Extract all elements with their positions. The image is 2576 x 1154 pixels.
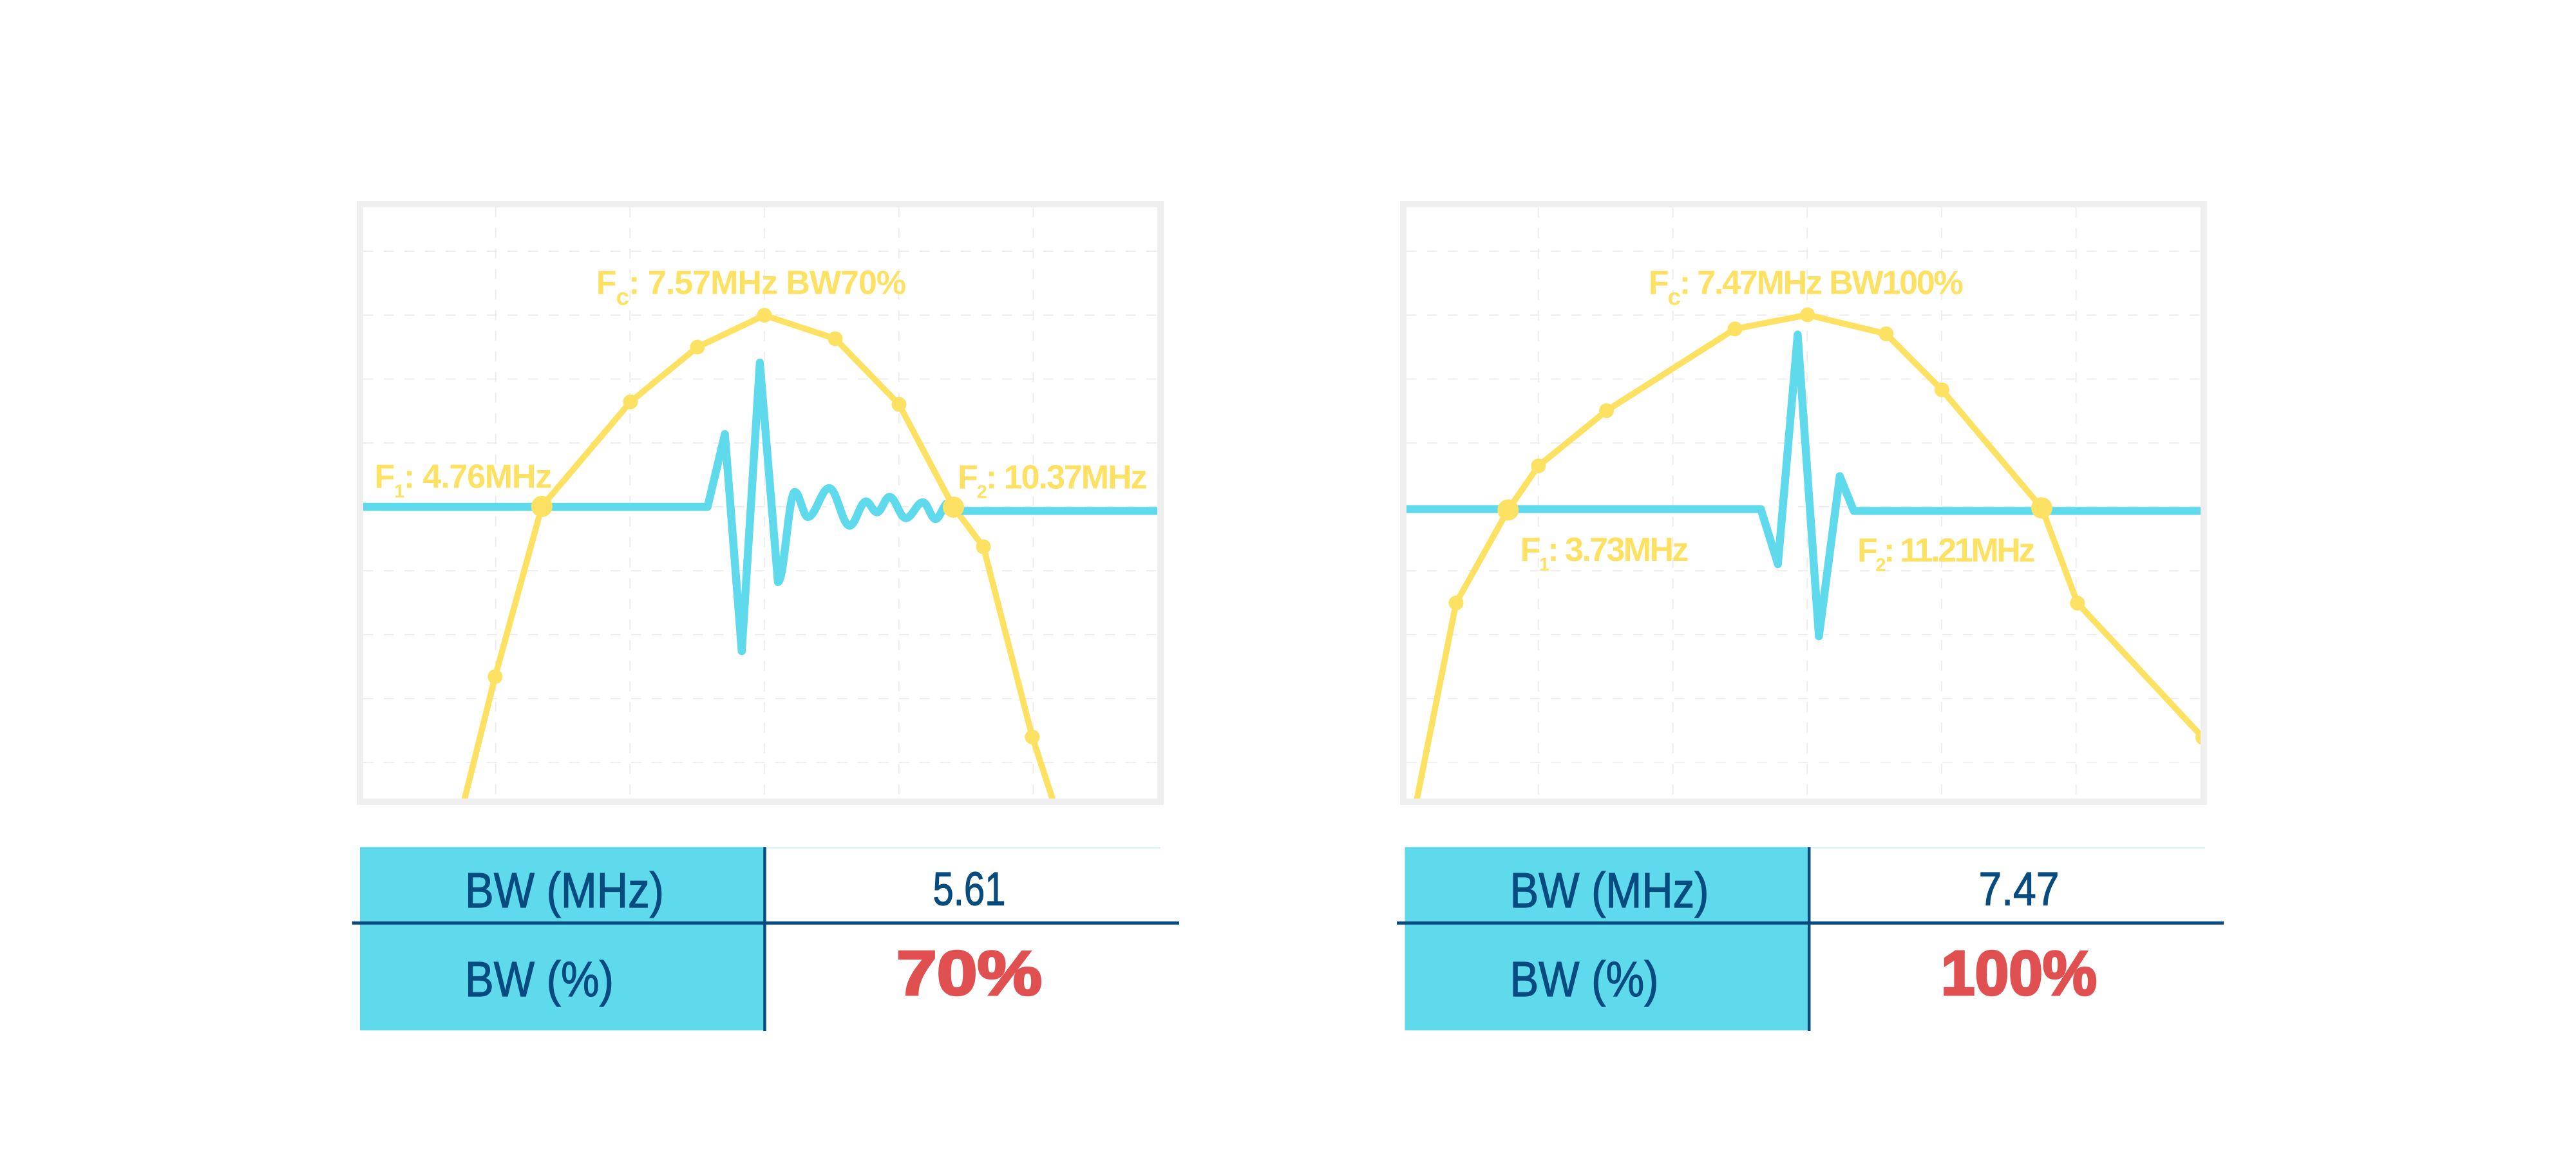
svg-text:70%: 70%: [896, 938, 1042, 1008]
svg-text:BW (MHz): BW (MHz): [1510, 863, 1709, 918]
svg-text:F1: 4.76MHz: F1: 4.76MHz: [375, 459, 552, 502]
svg-text:BW (%): BW (%): [465, 952, 614, 1007]
svg-text:F2: 11.21MHz: F2: 11.21MHz: [1857, 532, 2034, 576]
svg-text:100%: 100%: [1941, 938, 2097, 1008]
svg-text:F2: 10.37MHz: F2: 10.37MHz: [958, 459, 1147, 502]
svg-text:7.47: 7.47: [1979, 864, 2060, 916]
svg-text:5.61: 5.61: [933, 864, 1006, 916]
svg-text:F1: 3.73MHz: F1: 3.73MHz: [1520, 531, 1689, 575]
svg-text:BW (MHz): BW (MHz): [465, 863, 664, 918]
svg-text:BW (%): BW (%): [1510, 952, 1659, 1007]
